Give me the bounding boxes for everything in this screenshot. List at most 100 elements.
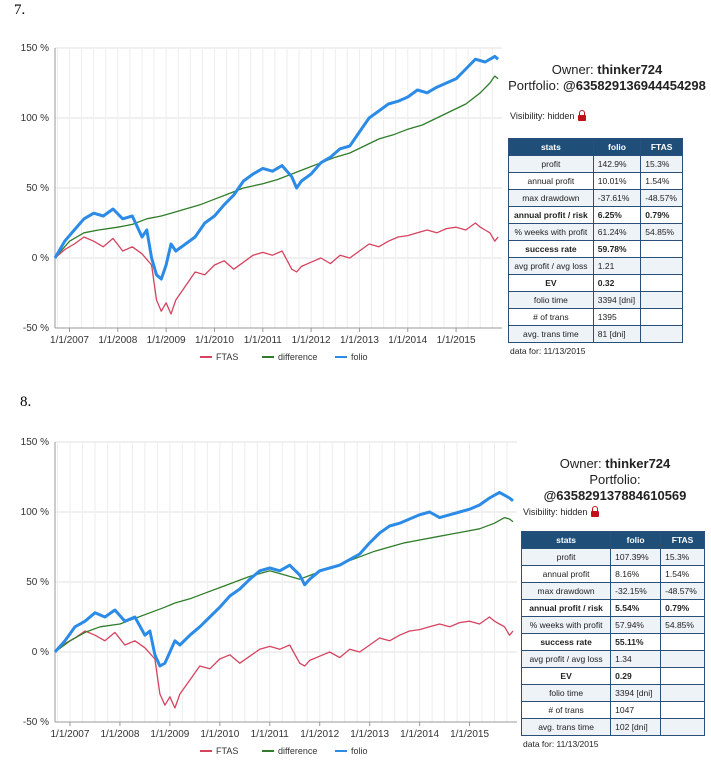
stats-cell-folio: 1395 bbox=[592, 308, 642, 326]
stats-row: folio time 3394 [dni] bbox=[508, 291, 683, 309]
stats-row: max drawdown -32.15% -48.57% bbox=[520, 582, 705, 600]
lock-icon[interactable] bbox=[591, 506, 600, 517]
x-tick-label: 1/1/2010 bbox=[195, 335, 234, 346]
stats-header-cell: stats bbox=[520, 531, 612, 549]
stats-cell-label: % weeks with profit bbox=[508, 223, 594, 241]
stats-cell-folio: 10.01% bbox=[592, 172, 642, 190]
stats-row: success rate 59.78% bbox=[508, 240, 683, 258]
stats-row: # of trans 1047 bbox=[520, 701, 705, 719]
stats-cell-ftas bbox=[660, 701, 705, 719]
stats-row: max drawdown -37.61% -48.57% bbox=[508, 189, 683, 207]
stats-cell-label: success rate bbox=[508, 240, 594, 258]
stats-cell-folio: 5.54% bbox=[610, 599, 662, 617]
series-line-folio bbox=[53, 490, 514, 668]
series-line-difference bbox=[54, 75, 499, 259]
portfolio-prefix: Portfolio: bbox=[508, 78, 564, 93]
x-tick-label: 1/1/2012 bbox=[292, 335, 331, 346]
visibility-status-7: Visibility: hidden bbox=[510, 110, 587, 121]
visibility-status-8: Visibility: hidden bbox=[523, 506, 600, 517]
stats-cell-folio: 57.94% bbox=[610, 616, 662, 634]
owner-prefix: Owner: bbox=[551, 62, 598, 77]
owner-name: thinker724 bbox=[605, 456, 671, 471]
stats-cell-folio: 55.11% bbox=[610, 633, 662, 651]
stats-header-cell: stats bbox=[508, 138, 594, 156]
x-tick-label: 1/1/2007 bbox=[50, 335, 89, 346]
stats-cell-folio: 1.21 bbox=[592, 257, 642, 275]
y-tick-label: 100 % bbox=[21, 113, 49, 124]
x-tick-label: 1/1/2015 bbox=[450, 729, 489, 740]
data-for-8: data for: 11/13/2015 bbox=[523, 739, 599, 749]
x-tick-label: 1/1/2011 bbox=[251, 729, 290, 740]
stats-cell-ftas: -48.57% bbox=[640, 189, 683, 207]
lock-icon[interactable] bbox=[578, 110, 587, 121]
y-tick-label: 100 % bbox=[21, 507, 49, 518]
stats-header-cell: FTAS bbox=[660, 531, 705, 549]
stats-cell-label: avg. trans time bbox=[508, 325, 594, 343]
stats-row: profit 142.9% 15.3% bbox=[508, 155, 683, 173]
portfolio-id: @635829137884610569 bbox=[543, 488, 687, 503]
data-for-7: data for: 11/13/2015 bbox=[510, 346, 586, 356]
stats-cell-ftas bbox=[640, 240, 683, 258]
stats-cell-folio: 1047 bbox=[610, 701, 662, 719]
owner-info-7: Owner: thinker724 Portfolio: @6358291369… bbox=[507, 62, 707, 94]
stats-cell-folio: 1.34 bbox=[610, 650, 662, 668]
stats-cell-ftas bbox=[660, 633, 705, 651]
stats-row: # of trans 1395 bbox=[508, 308, 683, 326]
stats-row: annual profit 8.16% 1.54% bbox=[520, 565, 705, 583]
stats-row: annual profit / risk 6.25% 0.79% bbox=[508, 206, 683, 224]
stats-header-cell: FTAS bbox=[640, 138, 683, 156]
y-tick-label: 50 % bbox=[26, 577, 49, 588]
stats-cell-ftas bbox=[640, 308, 683, 326]
y-tick-label: 150 % bbox=[21, 43, 49, 54]
stats-cell-folio: -32.15% bbox=[610, 582, 662, 600]
stats-cell-label: # of trans bbox=[520, 701, 612, 719]
visibility-label: Visibility: hidden bbox=[523, 506, 588, 517]
x-tick-label: 1/1/2013 bbox=[340, 335, 379, 346]
stats-row: % weeks with profit 57.94% 54.85% bbox=[520, 616, 705, 634]
stats-row: EV 0.29 bbox=[520, 667, 705, 685]
legend-label-difference: difference bbox=[278, 746, 317, 756]
stats-cell-folio: 0.29 bbox=[610, 667, 662, 685]
stats-cell-label: avg profit / avg loss bbox=[508, 257, 594, 275]
owner-prefix: Owner: bbox=[559, 456, 606, 471]
stats-cell-ftas bbox=[640, 257, 683, 275]
x-tick-label: 1/1/2014 bbox=[400, 729, 439, 740]
stats-row: folio time 3394 [dni] bbox=[520, 684, 705, 702]
stats-cell-label: folio time bbox=[508, 291, 594, 309]
stats-cell-folio: 3394 [dni] bbox=[610, 684, 662, 702]
x-tick-label: 1/1/2012 bbox=[300, 729, 339, 740]
stats-cell-label: annual profit bbox=[520, 565, 612, 583]
stats-row: % weeks with profit 61.24% 54.85% bbox=[508, 223, 683, 241]
visibility-label: Visibility: hidden bbox=[510, 110, 575, 121]
stats-cell-folio: -37.61% bbox=[592, 189, 642, 207]
stats-cell-label: profit bbox=[508, 155, 594, 173]
legend-label-ftas: FTAS bbox=[216, 746, 238, 756]
x-tick-label: 1/1/2010 bbox=[200, 729, 239, 740]
stats-cell-ftas: 54.85% bbox=[640, 223, 683, 241]
stats-cell-label: avg profit / avg loss bbox=[520, 650, 612, 668]
stats-cell-ftas: 54.85% bbox=[660, 616, 705, 634]
stats-cell-folio: 142.9% bbox=[592, 155, 642, 173]
stats-cell-folio: 107.39% bbox=[610, 548, 662, 566]
stats-cell-ftas bbox=[660, 718, 705, 736]
stats-cell-label: EV bbox=[520, 667, 612, 685]
stats-cell-folio: 8.16% bbox=[610, 565, 662, 583]
line-chart-8: 150 % 100 % 50 % 0 % -50 %1/1/2007 1/1/2008 1/… bbox=[21, 437, 517, 756]
y-tick-label: -50 % bbox=[23, 717, 49, 728]
series-line-folio bbox=[53, 54, 500, 281]
legend-label-folio: folio bbox=[351, 746, 368, 756]
chart-label-8: 8. bbox=[20, 394, 32, 410]
stats-cell-ftas: 15.3% bbox=[660, 548, 705, 566]
legend-label-difference: difference bbox=[278, 352, 317, 362]
stats-row: avg. trans time 81 [dni] bbox=[508, 325, 683, 343]
stats-cell-label: avg. trans time bbox=[520, 718, 612, 736]
stats-cell-ftas bbox=[660, 650, 705, 668]
owner-info-8: Owner: thinker724 Portfolio: @6358291378… bbox=[520, 456, 710, 504]
stats-cell-label: % weeks with profit bbox=[520, 616, 612, 634]
legend-label-folio: folio bbox=[351, 352, 368, 362]
stats-cell-ftas: 1.54% bbox=[660, 565, 705, 583]
stats-row: annual profit 10.01% 1.54% bbox=[508, 172, 683, 190]
stats-cell-ftas bbox=[660, 684, 705, 702]
series-line-ftas bbox=[54, 222, 499, 315]
stats-cell-folio: 102 [dni] bbox=[610, 718, 662, 736]
